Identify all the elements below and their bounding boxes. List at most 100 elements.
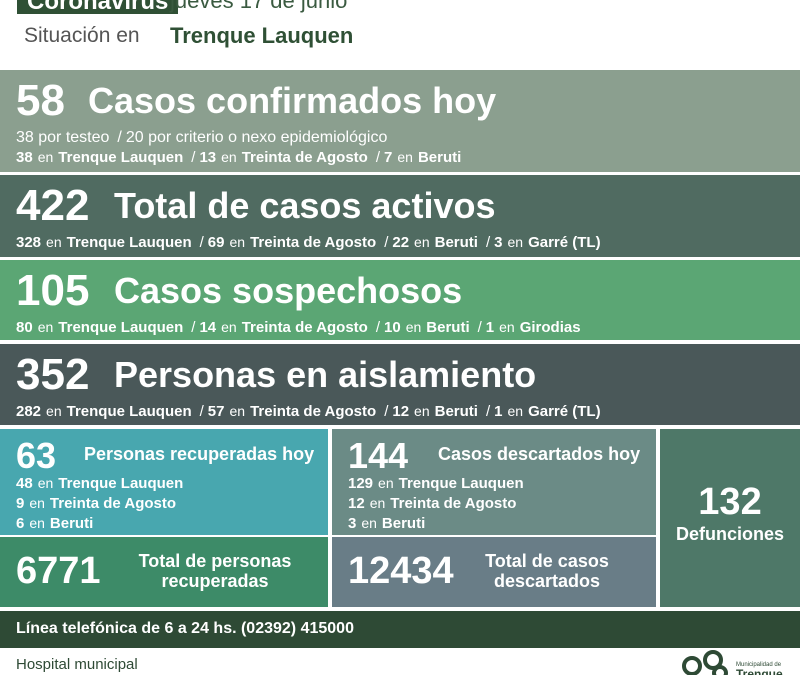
- separator: /: [485, 234, 491, 251]
- panel-total: 6771: [16, 550, 101, 592]
- panel-title: Casos descartados hoy: [438, 444, 641, 464]
- count: 14: [199, 319, 217, 336]
- panel-bottom: 6771 Total de personas recuperadas: [0, 537, 328, 607]
- count: 12: [348, 495, 365, 512]
- count: 9: [16, 495, 25, 512]
- count: 129: [348, 475, 374, 492]
- connector: en: [37, 149, 54, 165]
- separator: /: [485, 403, 491, 420]
- place: Girodias: [519, 319, 581, 336]
- count: 69: [207, 234, 225, 251]
- place: Treinta de Agosto: [49, 495, 177, 512]
- breakdown-line: 282 en Trenque Lauquen/57 en Treinta de Agos…: [16, 403, 601, 420]
- count: 328: [16, 234, 42, 251]
- breakdown-line: 38 en Trenque Lauquen/13 en Treinta de Agost…: [16, 149, 461, 166]
- connector: en: [414, 403, 430, 419]
- breakdown-line: 9 en Treinta de Agosto: [16, 495, 176, 512]
- section-title: Total de casos activos: [114, 185, 496, 226]
- panel-total-label: Total de casos descartados: [485, 551, 609, 591]
- note: 20 por criterio o nexo epidemiológico: [125, 129, 388, 146]
- separator: /: [191, 149, 196, 166]
- connector: en: [405, 319, 422, 335]
- connector: en: [46, 403, 62, 419]
- logo-small: Municipalidad de: [736, 662, 782, 668]
- connector: en: [507, 403, 524, 419]
- phone-bar: Línea telefónica de 6 a 24 hs. (02392) 4…: [0, 611, 800, 648]
- breakdown-line: 3 en Beruti: [348, 515, 425, 532]
- count: 13: [199, 149, 217, 166]
- panel-bottom: 12434 Total de casos descartados: [332, 537, 656, 607]
- section-number: 352: [16, 350, 90, 399]
- place: Treinta de Agosto: [241, 319, 368, 336]
- separator: /: [477, 319, 482, 336]
- logo-big: Trenque: [736, 667, 783, 675]
- breakdown-line: 48 en Trenque Lauquen: [16, 475, 183, 492]
- place: Trenque Lauquen: [398, 475, 524, 492]
- section-title: Casos confirmados hoy: [88, 80, 497, 121]
- count: 6: [16, 515, 25, 532]
- situation-label: Situación en: [24, 24, 140, 47]
- connector: en: [361, 515, 377, 531]
- phone: Línea telefónica de 6 a 24 hs. (02392) 4…: [16, 620, 354, 637]
- count: 3: [348, 515, 357, 532]
- count: 48: [16, 475, 33, 492]
- count: 80: [16, 319, 33, 336]
- section-title: Casos sospechosos: [114, 270, 463, 311]
- place: Treinta de Agosto: [390, 495, 517, 512]
- connector: en: [46, 234, 62, 250]
- connector: en: [37, 319, 54, 335]
- section-number: 422: [16, 181, 90, 230]
- place: Trenque Lauquen: [58, 319, 184, 336]
- separator: /: [375, 149, 381, 166]
- panel-total: 12434: [348, 550, 454, 592]
- separator: /: [199, 234, 204, 251]
- connector: en: [397, 149, 413, 165]
- separator: /: [191, 319, 196, 336]
- place: Trenque Lauquen: [58, 475, 184, 492]
- count: 22: [392, 234, 410, 251]
- place: Treinta de Agosto: [250, 403, 377, 420]
- tag: Coronavirus: [17, 0, 179, 15]
- connector: en: [221, 149, 237, 165]
- breakdown-line: 6 en Beruti: [16, 515, 93, 532]
- logo: Municipalidad de Trenque: [682, 650, 783, 675]
- count: 1: [485, 319, 495, 336]
- place: Beruti: [49, 515, 94, 532]
- date: jueves 17 de junio: [170, 0, 348, 13]
- count: 1: [494, 403, 503, 420]
- separator: /: [375, 319, 381, 336]
- separator: /: [384, 403, 389, 420]
- place: Beruti: [434, 403, 478, 420]
- breakdown-line: 12 en Treinta de Agosto: [348, 495, 516, 512]
- count: 38: [16, 149, 33, 166]
- connector: en: [221, 319, 237, 335]
- place: Garré (TL): [528, 234, 601, 251]
- note: 38 por testeo: [16, 129, 110, 146]
- breakdown-line: 80 en Trenque Lauquen/14 en Treinta de Agost…: [16, 319, 581, 336]
- deaths-panel: 132 Defunciones: [660, 429, 800, 607]
- connector: en: [37, 475, 54, 491]
- count: 3: [494, 234, 503, 251]
- count: 282: [16, 403, 42, 420]
- panel-number: 63: [16, 435, 57, 476]
- situation-place: Trenque Lauquen: [170, 23, 354, 48]
- place: Beruti: [381, 515, 426, 532]
- place: Beruti: [434, 234, 478, 251]
- place: Treinta de Agosto: [241, 149, 368, 166]
- count: 12: [392, 403, 410, 420]
- connector: en: [229, 234, 246, 250]
- deaths-number: 132: [698, 481, 762, 523]
- count: 57: [207, 403, 225, 420]
- connector: en: [29, 515, 45, 531]
- panel-number: 144: [348, 435, 409, 476]
- connector: en: [414, 234, 430, 250]
- place: Treinta de Agosto: [250, 234, 377, 251]
- separator: /: [384, 234, 389, 251]
- connector: en: [378, 475, 394, 491]
- deaths-label: Defunciones: [675, 524, 785, 544]
- section-band: 105 Casos sospechosos 80 en Trenque Lauquen /…: [0, 260, 800, 340]
- place: Beruti: [417, 149, 462, 166]
- connector: en: [29, 495, 45, 511]
- separator: /: [199, 403, 204, 420]
